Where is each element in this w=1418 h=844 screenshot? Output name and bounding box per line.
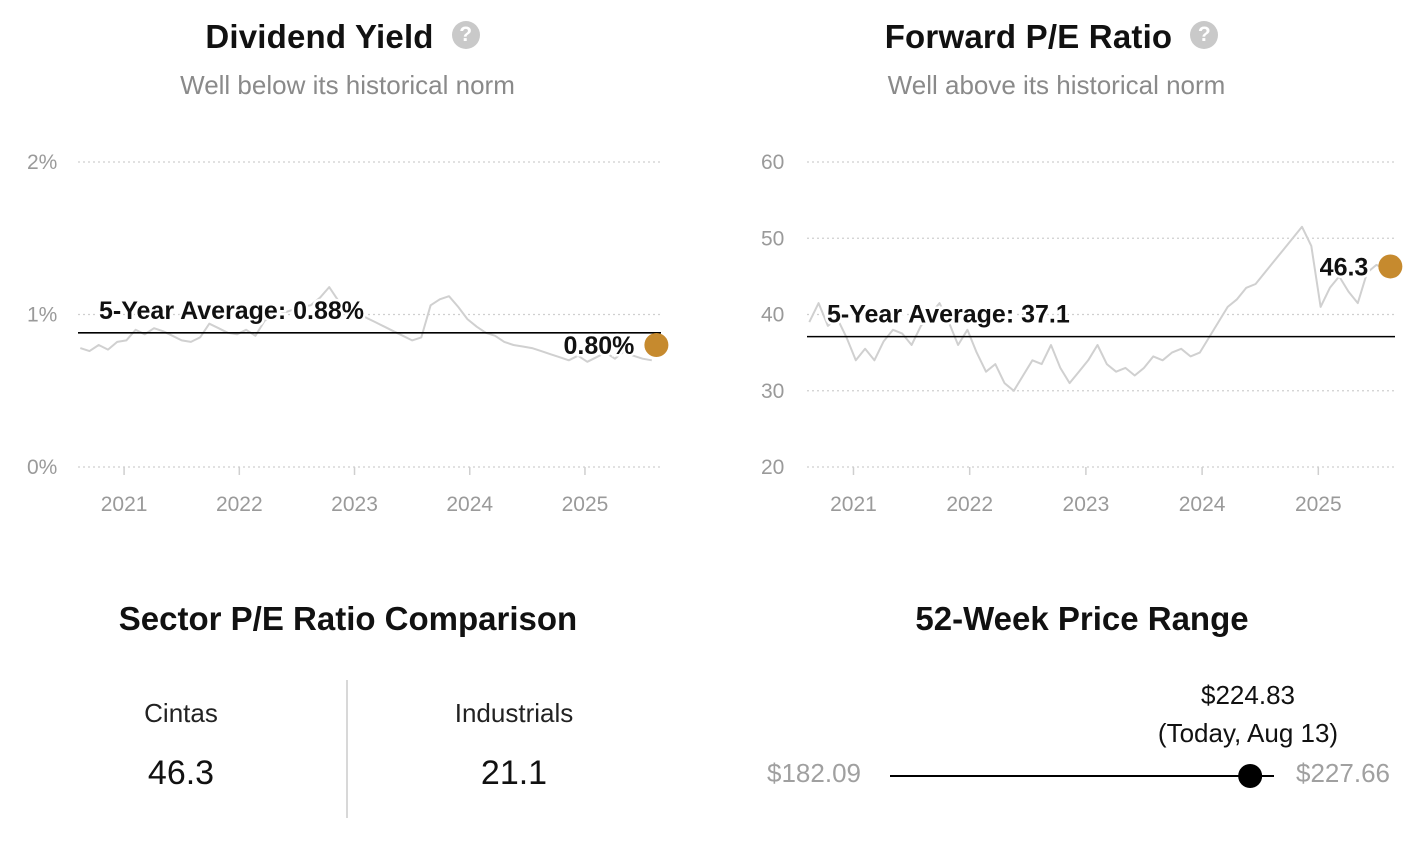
average-label: 5-Year Average: 0.88% — [99, 297, 364, 325]
current-price-marker — [1238, 764, 1263, 788]
current-value-label: 0.80% — [564, 332, 635, 360]
y-tick-label: 0% — [27, 456, 57, 479]
forward-pe-subtitle: Well above its historical norm — [887, 70, 1226, 100]
forward-pe-title: Forward P/E Ratio — [884, 18, 1173, 55]
dividend-yield-title: Dividend Yield — [205, 18, 434, 55]
question-circle-icon[interactable]: ? — [451, 21, 480, 49]
dividend-yield-panel: Dividend Yield ? Well below its historic… — [0, 18, 709, 548]
x-tick-label: 2022 — [946, 493, 993, 516]
price-range-title: 52-Week Price Range — [915, 600, 1249, 637]
average-label: 5-Year Average: 37.1 — [827, 301, 1070, 329]
x-tick-label: 2022 — [216, 493, 263, 516]
forward-pe-panel: Forward P/E Ratio ? Well above its histo… — [709, 18, 1418, 548]
current-value-dot — [644, 333, 669, 357]
range-high-label: $227.66 — [1296, 758, 1390, 788]
forward-pe-chart: 20 30 40 50 60 2021 2022 2023 2024 2025 5-Year Ave… — [761, 151, 1403, 516]
x-tick-label: 2025 — [562, 493, 609, 516]
x-tick-label: 2023 — [331, 493, 378, 516]
x-tick-label: 2023 — [1063, 493, 1110, 516]
y-tick-label: 30 — [761, 380, 784, 403]
range-low-label: $182.09 — [767, 758, 861, 788]
y-tick-label: 40 — [761, 304, 784, 327]
y-tick-label: 1% — [27, 304, 57, 327]
x-tick-label: 2021 — [830, 493, 877, 516]
y-tick-label: 20 — [761, 456, 784, 479]
current-value-dot — [1378, 254, 1403, 279]
current-value-label: 46.3 — [1320, 253, 1369, 281]
price-range-track — [890, 764, 1274, 788]
dividend-yield-chart: 0% 1% 2% 2021 2022 2023 2024 2025 5-Year Average… — [27, 151, 669, 516]
current-price-note: (Today, Aug 13) — [1157, 718, 1339, 748]
history-line — [79, 286, 652, 363]
sector-item-value-industrials: 21.1 — [480, 754, 548, 792]
x-tick-label: 2021 — [101, 493, 148, 516]
sector-item-name-cintas: Cintas — [144, 698, 218, 728]
forward-pe-header: Forward P/E Ratio ? — [685, 18, 1418, 56]
sector-item-name-industrials: Industrials — [454, 698, 574, 728]
x-tick-label: 2024 — [1179, 493, 1226, 516]
dividend-yield-subtitle: Well below its historical norm — [180, 70, 515, 100]
dividend-yield-header: Dividend Yield ? — [0, 18, 709, 56]
y-tick-label: 50 — [761, 227, 784, 250]
x-tick-label: 2025 — [1295, 493, 1342, 516]
question-circle-icon[interactable]: ? — [1190, 21, 1219, 49]
sector-divider — [346, 680, 348, 818]
sector-item-value-cintas: 46.3 — [147, 754, 215, 792]
y-tick-label: 2% — [27, 151, 57, 174]
current-price-value: $224.83 — [1201, 680, 1295, 710]
current-price-label: $224.83 (Today, Aug 13) — [1118, 676, 1378, 752]
x-tick-label: 2024 — [446, 493, 493, 516]
y-tick-label: 60 — [761, 151, 784, 174]
sector-comparison-title: Sector P/E Ratio Comparison — [118, 600, 578, 637]
